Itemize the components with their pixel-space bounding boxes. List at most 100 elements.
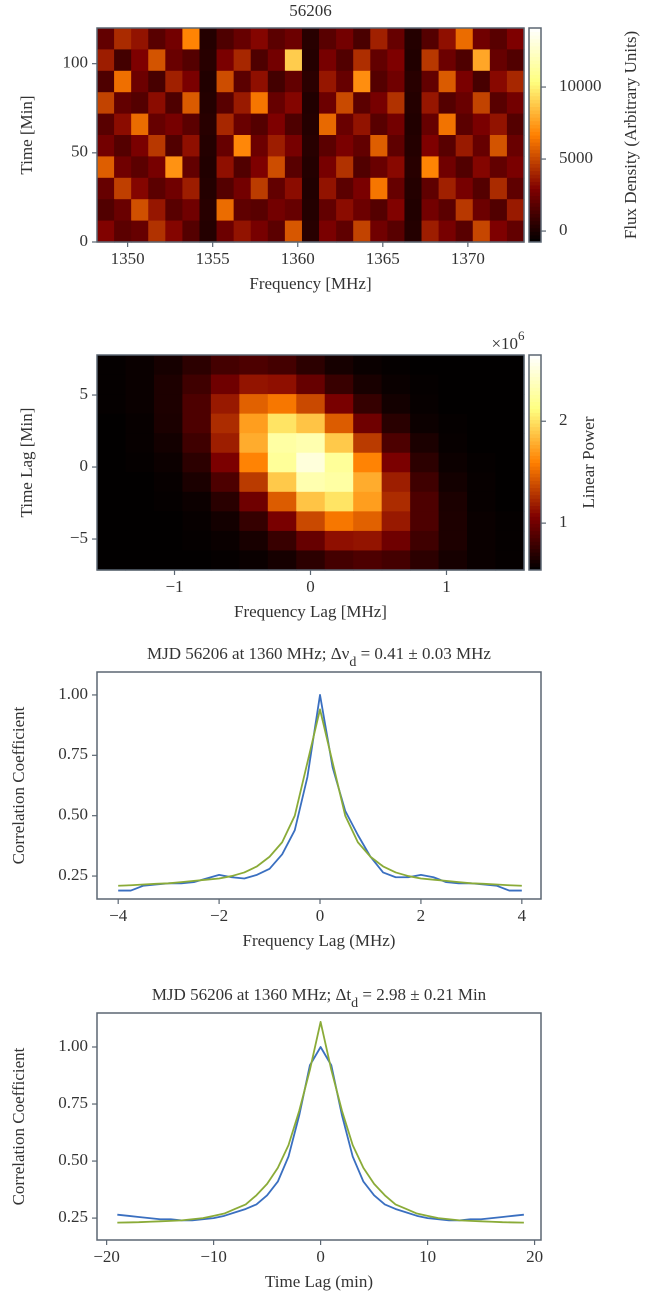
- heatmap-cell: [182, 156, 201, 179]
- colorbar-gradient: [529, 117, 541, 122]
- heatmap-cell: [438, 113, 457, 136]
- heatmap-cell: [381, 413, 411, 434]
- colorbar-gradient: [529, 174, 541, 179]
- heatmap-cell: [438, 199, 457, 222]
- heatmap-cell: [125, 394, 155, 415]
- heatmap-cell: [296, 530, 326, 552]
- heatmap-cell: [467, 413, 497, 434]
- heatmap-cell: [114, 70, 132, 93]
- y-tick-label: 100: [63, 53, 89, 72]
- heatmap-cell: [410, 355, 440, 376]
- heatmap-cell: [182, 177, 201, 200]
- colorbar-gradient: [529, 405, 541, 410]
- heatmap-cell: [421, 177, 440, 200]
- heatmap-cell: [216, 70, 235, 93]
- heatmap-cell: [410, 413, 440, 434]
- heatmap-cell: [165, 177, 183, 200]
- colorbar-gradient: [529, 566, 541, 571]
- heatmap-cell: [410, 394, 440, 415]
- heatmap-cell: [438, 452, 468, 473]
- colorbar-gradient: [529, 487, 541, 492]
- chart-title: MJD 56206 at 1360 MHz; Δνd = 0.41 ± 0.03…: [147, 644, 491, 670]
- heatmap-cell: [410, 511, 440, 532]
- colorbar-tick-label: 2: [559, 410, 568, 429]
- heatmap-cell: [267, 70, 286, 93]
- heatmap-cell: [467, 472, 497, 493]
- heatmap-cell: [353, 199, 371, 222]
- colorbar-gradient: [529, 437, 541, 442]
- heatmap-cell: [353, 177, 371, 200]
- heatmap-cell: [472, 220, 491, 243]
- heatmap-cell: [97, 113, 115, 136]
- heatmap-cell: [404, 177, 423, 200]
- heatmap-cell: [472, 28, 491, 50]
- title-part: d: [349, 655, 356, 670]
- heatmap-cell: [153, 550, 183, 571]
- heatmap-cell: [233, 220, 252, 243]
- colorbar-gradient: [529, 433, 541, 438]
- heatmap-cell: [250, 135, 269, 157]
- heatmap-cell: [438, 550, 468, 571]
- heatmap-cell: [404, 113, 423, 136]
- heatmap-cell: [216, 156, 235, 179]
- heatmap-cell: [353, 374, 383, 395]
- colorbar-gradient: [529, 541, 541, 546]
- colorbar-gradient: [529, 387, 541, 392]
- colorbar-gradient: [529, 131, 541, 136]
- heatmap-cell: [353, 433, 383, 454]
- heatmap-cell: [199, 199, 218, 222]
- heatmap-cell: [267, 472, 297, 493]
- heatmap-cell: [370, 177, 388, 200]
- heatmap-cell: [319, 49, 337, 72]
- y-axis-label: Time Lag [Min]: [17, 408, 36, 518]
- heatmap-cell: [250, 28, 269, 50]
- heatmap-cell: [438, 177, 457, 200]
- heatmap-cell: [336, 156, 354, 179]
- heatmap-cell: [506, 156, 525, 179]
- colorbar-frame: [528, 27, 542, 243]
- colorbar-frame: [528, 354, 542, 571]
- colorbar-gradient: [529, 142, 541, 147]
- heatmap-cell: [296, 374, 326, 395]
- heatmap-cell: [233, 199, 252, 222]
- colorbar-tick-label: 5000: [559, 148, 593, 167]
- heatmap-cell: [387, 92, 406, 115]
- heatmap-cell: [370, 70, 388, 93]
- colorbar-gradient: [529, 28, 541, 33]
- heatmap-cell: [239, 374, 269, 395]
- heatmap-cell: [233, 28, 252, 50]
- heatmap-cell: [353, 394, 383, 415]
- colorbar-gradient: [529, 42, 541, 47]
- heatmap-cell: [216, 113, 235, 136]
- x-tick-label: 0: [316, 1247, 325, 1266]
- heatmap-cell: [324, 413, 354, 434]
- heatmap-cell: [381, 355, 411, 376]
- heatmap-cell: [353, 70, 371, 93]
- heatmap-cell: [455, 220, 474, 243]
- heatmap-cell: [125, 452, 155, 473]
- colorbar-gradient: [529, 206, 541, 211]
- colorbar-gradient: [529, 408, 541, 413]
- heatmap-cell: [182, 199, 201, 222]
- heatmap-cell: [296, 355, 326, 376]
- colorbar-gradient: [529, 562, 541, 567]
- y-tick-label: 1.00: [58, 684, 88, 703]
- heatmap-cell: [97, 530, 127, 552]
- heatmap-cell: [199, 156, 218, 179]
- colorbar-gradient: [529, 163, 541, 168]
- heatmap-cell: [233, 70, 252, 93]
- heatmap-cell: [319, 156, 337, 179]
- heatmap-cell: [336, 92, 354, 115]
- colorbar-gradient: [529, 199, 541, 204]
- colorbar-gradient: [529, 444, 541, 449]
- heatmap-cell: [165, 156, 183, 179]
- colorbar-gradient: [529, 181, 541, 186]
- heatmap-cell: [319, 220, 337, 243]
- heatmap-cell: [324, 511, 354, 532]
- heatmap-cell: [489, 70, 508, 93]
- title-part: d: [351, 996, 358, 1011]
- heatmap-cell: [199, 70, 218, 93]
- heatmap-cell: [296, 433, 326, 454]
- colorbar-gradient: [529, 85, 541, 90]
- heatmap-cell: [239, 433, 269, 454]
